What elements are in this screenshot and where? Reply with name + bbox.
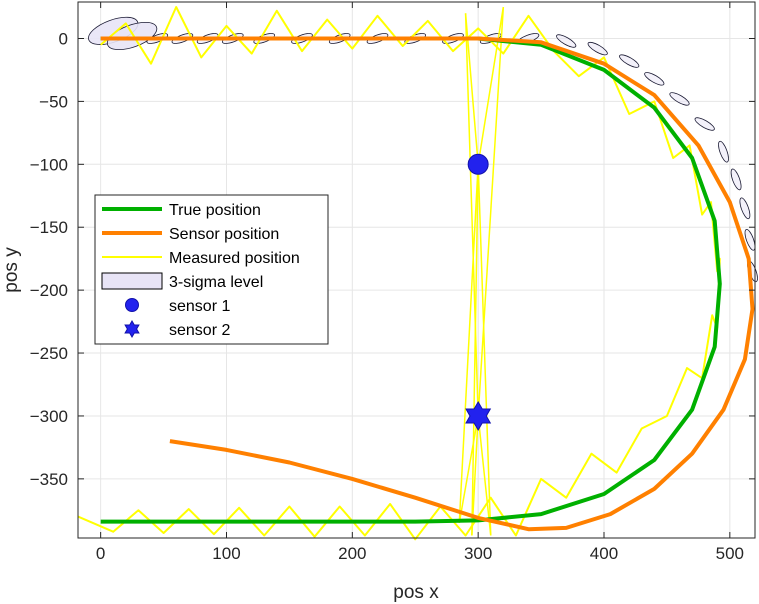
x-tick-label: 500 bbox=[716, 544, 744, 563]
measurement-ray bbox=[464, 13, 479, 416]
sensor-markers bbox=[465, 153, 492, 431]
y-axis-label: pos y bbox=[1, 247, 22, 293]
sensor-marker-1 bbox=[467, 153, 489, 175]
sigma-ellipse bbox=[587, 41, 608, 56]
legend-label-3-sigma: 3-sigma level bbox=[169, 274, 263, 291]
measurement-ray bbox=[471, 164, 479, 536]
sigma-ellipse bbox=[694, 117, 715, 131]
x-tick-label: 400 bbox=[590, 544, 618, 563]
legend-label-sensor-2: sensor 2 bbox=[169, 322, 230, 339]
y-tick-label: −150 bbox=[30, 218, 68, 237]
legend-label-true-position: True position bbox=[169, 202, 261, 219]
legend-label-measured-position: Measured position bbox=[169, 250, 300, 267]
x-axis-label: pos x bbox=[393, 582, 439, 603]
data-layer bbox=[77, 6, 758, 541]
sigma-ellipse bbox=[556, 34, 577, 48]
measurement-ray bbox=[477, 6, 505, 165]
plot-frame bbox=[77, 1, 756, 539]
x-tick-label: 300 bbox=[464, 544, 492, 563]
y-tick-label: 0 bbox=[59, 29, 68, 48]
legend: True position Sensor position Measured p… bbox=[94, 194, 329, 345]
legend-swatch-3-sigma bbox=[101, 272, 163, 290]
sigma-ellipse bbox=[669, 92, 690, 106]
x-tick-label: 100 bbox=[212, 544, 240, 563]
x-tick-label: 0 bbox=[96, 544, 105, 563]
y-tick-label: −300 bbox=[30, 407, 68, 426]
measurement-ray bbox=[458, 415, 479, 524]
legend-label-sensor-1: sensor 1 bbox=[169, 298, 230, 315]
legend-box bbox=[94, 194, 329, 345]
series-sensor-position bbox=[100, 36, 755, 532]
sigma-ellipse bbox=[744, 228, 756, 251]
y-tick-label: −350 bbox=[30, 470, 68, 489]
sigma-ellipse bbox=[739, 197, 751, 220]
legend-label-sensor-position: Sensor position bbox=[169, 226, 279, 243]
y-axis-ticks: 0 −50 −100 −150 −200 −250 −300 −350 bbox=[30, 29, 755, 489]
sigma-ellipse bbox=[730, 168, 742, 191]
y-tick-label: −200 bbox=[30, 281, 68, 300]
legend-swatch-sensor-1 bbox=[125, 298, 139, 312]
x-axis-ticks: 0 100 200 300 400 500 bbox=[96, 2, 744, 563]
sigma-ellipse bbox=[644, 72, 665, 86]
measurement-ray bbox=[477, 415, 492, 536]
measurement-ray bbox=[458, 164, 479, 523]
series-measured-position bbox=[77, 6, 721, 541]
sensor-marker-2 bbox=[465, 401, 492, 431]
measurement-ray bbox=[477, 164, 492, 536]
sigma-ellipse bbox=[619, 54, 640, 68]
y-tick-label: −100 bbox=[30, 155, 68, 174]
y-tick-label: −50 bbox=[39, 92, 68, 111]
x-tick-label: 200 bbox=[338, 544, 366, 563]
measurement-ray bbox=[477, 6, 505, 416]
y-tick-label: −250 bbox=[30, 344, 68, 363]
sigma-ellipse bbox=[718, 140, 729, 163]
legend-swatch-sensor-2 bbox=[124, 319, 140, 339]
